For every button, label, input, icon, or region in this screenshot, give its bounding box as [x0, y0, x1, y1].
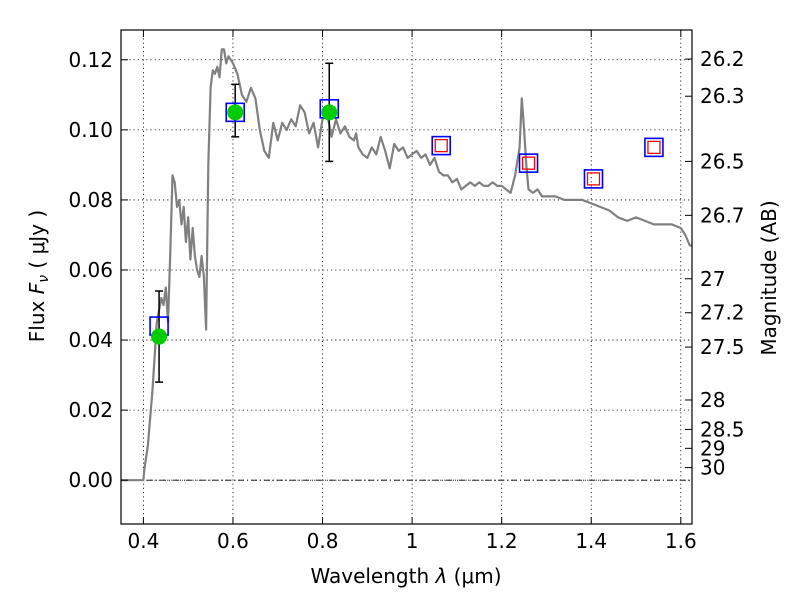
x-axis-symbol: λ [434, 564, 447, 588]
y2-tick-label: 29 [700, 436, 725, 460]
x-tick-label: 1.4 [575, 529, 607, 553]
y-axis-subscript: ν [36, 275, 52, 283]
y2-tick-label: 26.2 [700, 47, 745, 71]
photometry-markers [149, 99, 664, 345]
x-axis-label: Wavelength λ (μm) [310, 564, 501, 588]
y-axis-label: Flux Fν ( μJy ) [25, 210, 52, 342]
model-band-inner-marker [647, 140, 661, 155]
model-band-marker [225, 102, 245, 123]
x-tick-label: 0.4 [127, 529, 159, 553]
y-axis-ticks: 0.00 0.02 0.04 0.06 0.08 0.10 0.12 [68, 48, 128, 492]
y-tick-label: 0.12 [68, 48, 113, 72]
y-tick-label: 0.00 [68, 468, 113, 492]
x-tick-label: 1.6 [665, 529, 697, 553]
y2-tick-label: 28.5 [700, 417, 745, 441]
y-tick-label: 0.08 [68, 188, 113, 212]
y2-tick-label: 27.5 [700, 335, 745, 359]
model-band-marker [583, 169, 604, 189]
y2-tick-label: 28 [700, 388, 725, 412]
y-tick-label: 0.06 [68, 258, 113, 282]
y-tick-label: 0.10 [68, 118, 113, 142]
x-tick-label: 1.2 [486, 529, 518, 553]
y2-tick-label: 27 [700, 267, 725, 291]
model-spectrum-series [121, 48, 692, 482]
y-axis-symbol: F [25, 282, 49, 294]
y2-tick-label: 27.2 [700, 301, 745, 325]
y2-tick-label: 26.5 [700, 149, 745, 173]
x-tick-label: 0.6 [217, 529, 249, 553]
grid-lines [121, 30, 692, 524]
model-band-inner-marker [586, 172, 601, 186]
model-band-inner-marker [434, 138, 448, 153]
y-tick-label: 0.04 [68, 328, 113, 352]
y-tick-label: 0.02 [68, 398, 113, 422]
x-tick-label: 0.8 [307, 529, 339, 553]
observed-flux-point [151, 328, 168, 345]
y2-axis-label: Magnitude (AB) [757, 200, 781, 355]
y2-tick-label: 26.3 [700, 84, 745, 108]
y2-tick-label: 30 [700, 456, 725, 480]
model-band-marker [431, 135, 452, 156]
x-tick-label: 1 [406, 529, 419, 553]
y2-tick-label: 26.7 [700, 203, 745, 227]
plot-frame [120, 29, 693, 525]
observed-flux-point [321, 104, 338, 121]
observed-flux-point [227, 104, 244, 121]
x-axis-ticks: 0.4 0.6 0.8 1 1.2 1.4 1.6 [127, 30, 697, 553]
model-band-marker [518, 153, 539, 173]
model-band-marker [644, 137, 664, 158]
model-band-inner-marker [521, 156, 536, 170]
spectrum-line [121, 48, 692, 482]
